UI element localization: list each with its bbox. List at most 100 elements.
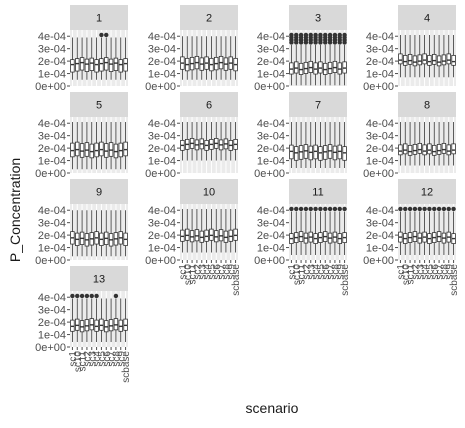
y-tick-label: 4e-04 (38, 118, 66, 130)
facet-strip-label: 13 (93, 274, 105, 286)
box-scbase (451, 54, 456, 66)
facet-strip (398, 5, 456, 30)
facet-strip (180, 5, 238, 30)
outlier-point (104, 32, 109, 38)
panel-background (289, 204, 347, 260)
y-tick-label: 0e+00 (35, 168, 66, 180)
panel-background (70, 30, 128, 86)
box-sc2 (403, 54, 408, 66)
box-sc6 (94, 59, 99, 73)
box-sc8 (432, 144, 437, 156)
box-sc10 (441, 142, 447, 154)
panel-background (180, 117, 238, 173)
y-tick-label: 1e-04 (257, 69, 285, 81)
outlier-point (84, 293, 90, 299)
x-tick-label: sc4 (202, 264, 213, 280)
box-sc10 (113, 57, 119, 71)
box-sc2 (75, 58, 80, 72)
x-tick-label: scbase (231, 264, 242, 296)
outlier-point (308, 206, 313, 212)
outlier-point (441, 206, 447, 212)
facet-strip (70, 266, 128, 291)
panel-background (70, 117, 128, 173)
box-sc7 (427, 54, 432, 66)
y-tick-label: 4e-04 (366, 31, 394, 43)
outlier-point (75, 293, 80, 299)
y-tick-label: 1e-04 (38, 69, 66, 81)
panel-background (180, 30, 238, 86)
y-tick-label: 3e-04 (366, 44, 394, 56)
y-tick-label: 3e-04 (257, 44, 285, 56)
outlier-point (303, 32, 309, 38)
x-tick-label: sc10 (73, 351, 84, 373)
outlier-point (294, 32, 299, 38)
x-tick-label: sc8 (111, 351, 122, 367)
outlier-point (446, 206, 451, 212)
x-tick-label: sc11 (78, 351, 89, 372)
facet-panel-10: 100e+001e-042e-043e-044e-04sc1sc10sc11sc… (145, 179, 242, 296)
x-tick-label: sc4 (311, 264, 322, 280)
outlier-point (332, 206, 338, 212)
x-tick-label: sc1 (68, 351, 79, 367)
y-tick-label: 4e-04 (257, 31, 285, 43)
outlier-point (422, 206, 427, 212)
outlier-point (451, 206, 456, 212)
box-scbase (123, 58, 128, 72)
x-tick-label: sc8 (221, 264, 232, 280)
x-tick-label: sc10 (292, 264, 303, 286)
outlier-point (89, 293, 94, 299)
outlier-point (313, 32, 318, 38)
x-tick-label: sc2 (82, 351, 93, 367)
outlier-point (303, 206, 309, 212)
x-tick-label: sc1 (287, 264, 298, 280)
outlier-point (427, 206, 432, 212)
x-tick-label: sc3 (306, 264, 317, 280)
x-tick-label: sc9 (226, 264, 237, 280)
y-tick-label: 3e-04 (257, 218, 285, 230)
outlier-point (417, 206, 422, 212)
y-tick-label: 3e-04 (148, 218, 176, 230)
box-sc5 (417, 142, 422, 154)
panel-background (398, 30, 456, 86)
y-tick-label: 2e-04 (38, 143, 66, 155)
outlier-point (332, 32, 338, 38)
facet-strip (70, 5, 128, 30)
y-tick-label: 3e-04 (257, 131, 285, 143)
outlier-point (289, 206, 294, 212)
outlier-point (342, 206, 347, 212)
outlier-point (113, 293, 119, 299)
x-tick-label: sc6 (430, 264, 441, 280)
panel-background (289, 30, 347, 86)
y-tick-label: 0e+00 (35, 81, 66, 93)
box-sc1 (70, 59, 75, 73)
outlier-point (99, 32, 104, 38)
y-tick-label: 1e-04 (148, 156, 176, 168)
x-axis-title: scenario (246, 400, 299, 416)
y-tick-label: 0e+00 (363, 255, 394, 267)
y-tick-label: 1e-04 (366, 156, 394, 168)
y-tick-label: 1e-04 (257, 156, 285, 168)
panel-background (289, 117, 347, 173)
outlier-point (313, 206, 318, 212)
box-sc8 (432, 53, 437, 65)
x-tick-label: sc11 (297, 264, 308, 285)
y-tick-label: 4e-04 (366, 205, 394, 217)
y-tick-label: 4e-04 (38, 205, 66, 217)
y-tick-label: 1e-04 (366, 243, 394, 255)
panel-background (70, 204, 128, 260)
x-tick-label: sc3 (415, 264, 426, 280)
outlier-point (70, 293, 75, 299)
y-tick-label: 2e-04 (257, 56, 285, 68)
facet-strip (289, 92, 347, 117)
facet-strip (70, 179, 128, 204)
x-tick-label: sc9 (116, 351, 127, 367)
facet-panel-13: 130e+001e-042e-043e-044e-04sc1sc10sc11sc… (35, 266, 132, 383)
outlier-point (436, 206, 442, 212)
box-sc9 (436, 143, 442, 155)
x-tick-label: sc5 (97, 351, 108, 367)
